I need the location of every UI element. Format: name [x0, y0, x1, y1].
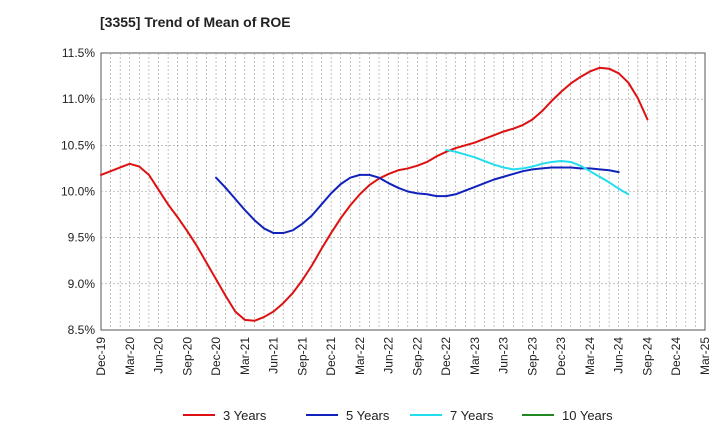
x-tick-label: Jun-20 — [152, 337, 166, 374]
y-tick-label: 9.0% — [68, 277, 96, 291]
x-tick-label: Dec-21 — [324, 337, 338, 376]
x-tick-label: Jun-24 — [612, 337, 626, 374]
x-tick-label: Mar-23 — [468, 337, 482, 375]
x-tick-label: Mar-22 — [353, 337, 367, 375]
x-tick-label: Sep-24 — [640, 337, 654, 376]
x-tick-label: Sep-22 — [410, 337, 424, 376]
x-tick-label: Sep-23 — [525, 337, 539, 376]
legend-label: 3 Years — [223, 408, 267, 423]
legend-label: 10 Years — [562, 408, 613, 423]
y-tick-label: 11.0% — [62, 92, 95, 106]
x-tick-label: Dec-20 — [209, 337, 223, 376]
grid — [100, 52, 706, 331]
series-line-5-years — [215, 166, 620, 235]
y-tick-label: 9.5% — [68, 231, 96, 245]
x-tick-label: Mar-25 — [698, 337, 712, 375]
y-tick-label: 10.5% — [61, 138, 95, 152]
x-tick-label: Jun-22 — [382, 337, 396, 374]
x-tick-label: Jun-23 — [497, 337, 511, 374]
y-tick-label: 11.5% — [62, 46, 95, 60]
x-tick-label: Mar-20 — [123, 337, 137, 375]
x-tick-label: Dec-22 — [439, 337, 453, 376]
y-tick-label: 8.5% — [68, 323, 96, 337]
x-tick-label: Sep-20 — [180, 337, 194, 376]
legend-label: 5 Years — [346, 408, 390, 423]
legend-label: 7 Years — [450, 408, 494, 423]
x-tick-label: Mar-21 — [238, 337, 252, 375]
series-line-7-years — [445, 148, 630, 196]
chart-title: [3355] Trend of Mean of ROE — [100, 14, 291, 30]
y-tick-label: 10.0% — [61, 185, 95, 199]
legend: 3 Years 5 Years 7 Years 10 Years — [183, 408, 613, 423]
x-tick-label: Dec-24 — [669, 337, 683, 376]
x-tick-label: Mar-24 — [583, 337, 597, 375]
series-lines — [100, 66, 649, 322]
x-tick-label: Dec-23 — [554, 337, 568, 376]
x-tick-label: Jun-21 — [267, 337, 281, 374]
x-tick-label: Sep-21 — [295, 337, 309, 376]
axes: 8.5% 9.0% 9.5% 10.0% 10.5% 11.0% 11.5% Dec-19 Ma… — [61, 46, 712, 376]
series-line-3-years — [100, 66, 649, 322]
x-tick-label: Dec-19 — [94, 337, 108, 376]
